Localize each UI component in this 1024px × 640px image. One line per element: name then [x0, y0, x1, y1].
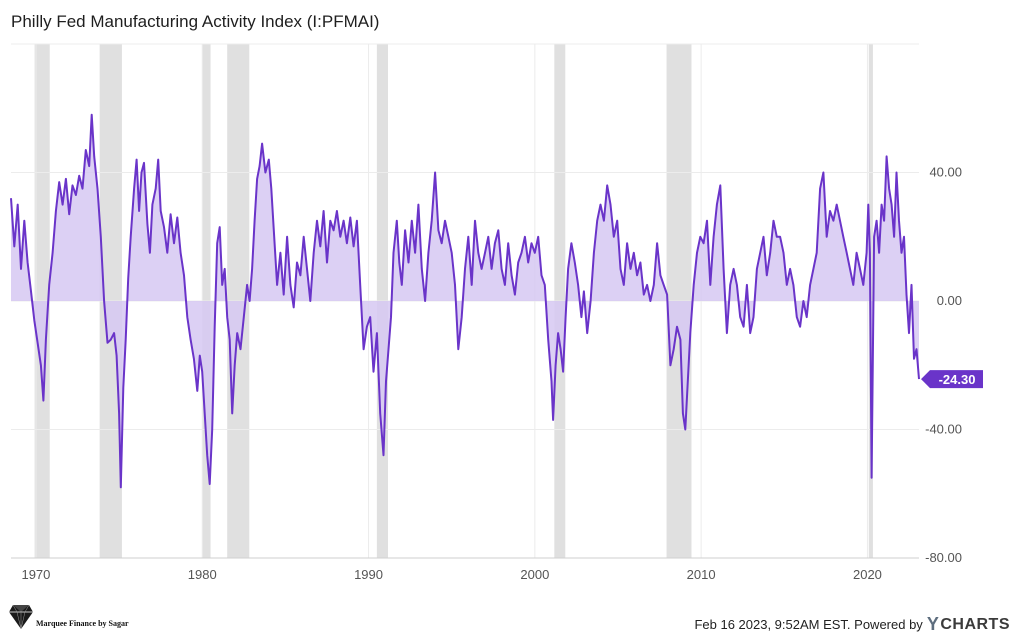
ycharts-logo[interactable]: Y CHARTS: [927, 614, 1010, 635]
axes: 1970 1980 1990 2000 2010 2020 40.00 0.00 -40.00 -…: [11, 165, 962, 582]
y-tick-label: 40.00: [929, 165, 962, 180]
x-tick-label: 2010: [687, 567, 716, 582]
x-tick-label: 2020: [853, 567, 882, 582]
timestamp-text: Feb 16 2023, 9:52AM EST. Powered by: [694, 617, 923, 632]
x-tick-label: 1970: [21, 567, 50, 582]
footer-attribution: Feb 16 2023, 9:52AM EST. Powered by Y CH…: [694, 614, 1010, 635]
diamond-icon: [9, 604, 33, 630]
y-tick-label: -40.00: [925, 422, 962, 437]
last-value-label: -24.30: [939, 372, 976, 387]
last-value-marker: -24.30: [921, 370, 983, 389]
series-area: [11, 114, 919, 488]
x-tick-label: 1990: [354, 567, 383, 582]
brand-text: Marquee Finance by Sagar: [36, 618, 129, 628]
y-tick-label: 0.00: [937, 293, 962, 308]
chart-title: Philly Fed Manufacturing Activity Index …: [11, 12, 380, 31]
x-tick-label: 1980: [188, 567, 217, 582]
x-tick-label: 2000: [520, 567, 549, 582]
series-path: [10, 113, 920, 489]
ycharts-wordmark: CHARTS: [940, 615, 1010, 633]
brand-logo: Marquee Finance by Sagar: [8, 599, 129, 633]
ycharts-y-icon: Y: [926, 614, 940, 634]
series-line: [10, 113, 920, 489]
last-value-badge: [921, 370, 983, 389]
area-fill: [11, 114, 919, 488]
y-tick-label: -80.00: [925, 550, 962, 565]
